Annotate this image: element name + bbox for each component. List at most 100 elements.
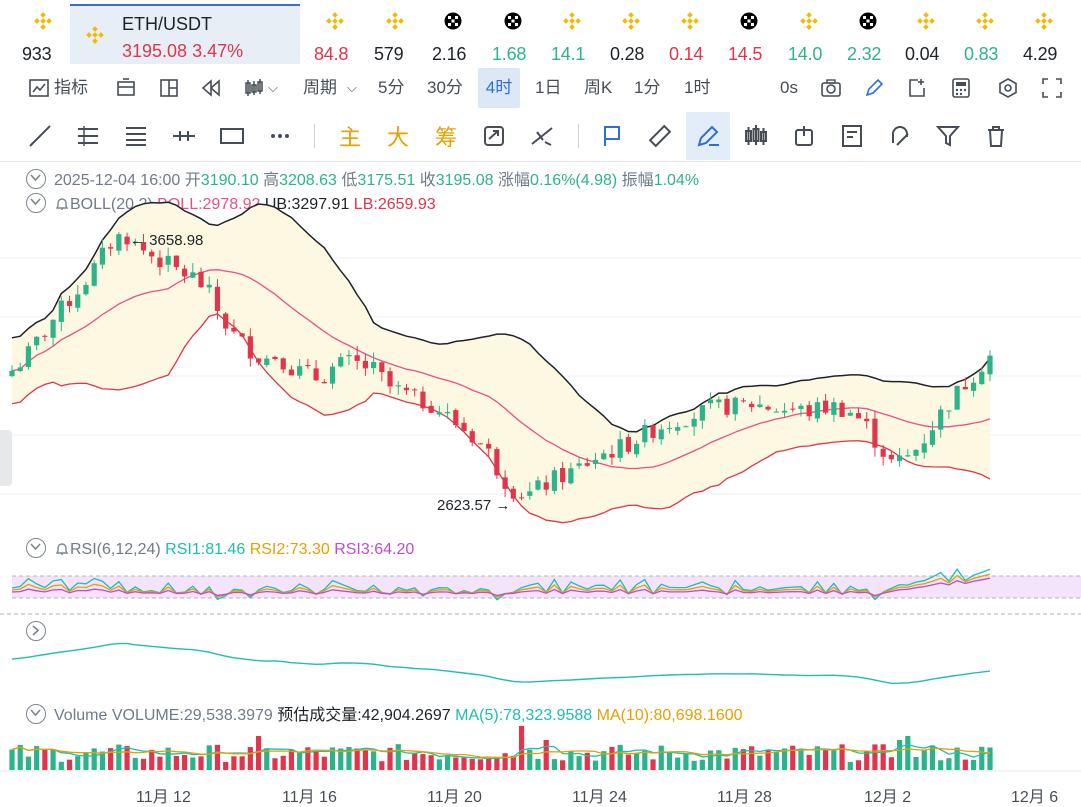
add-drawing-icon[interactable] [906, 77, 928, 99]
volume-bar [305, 747, 311, 770]
ticker-item[interactable]: 933 [22, 6, 80, 64]
ticker-item[interactable]: 0.14 [669, 6, 727, 64]
chevron-down-icon[interactable]: ⌵ [347, 80, 357, 95]
candles-tool[interactable] [734, 112, 778, 160]
price-chart[interactable]: ← 3658.98 2623.57 → [0, 160, 1081, 807]
interval-option[interactable]: 1日 [535, 78, 562, 97]
ticker-item[interactable]: 2.32 [847, 6, 905, 64]
ticker-item[interactable]: 0.28 [610, 6, 668, 64]
volume-bar [371, 751, 377, 770]
candle-body [403, 387, 410, 391]
interval-option[interactable]: 4时 [478, 68, 520, 108]
interval-option[interactable]: 30分 [427, 78, 463, 97]
candle-body [831, 402, 837, 415]
horizontal-line-tool[interactable] [162, 112, 206, 160]
ticker-item[interactable]: 4.29 [1023, 6, 1081, 64]
period-select[interactable]: 周期 [303, 78, 337, 97]
ticker-item[interactable]: 0.04 [905, 6, 963, 64]
note-tool[interactable] [830, 112, 874, 160]
collapse-icon[interactable] [26, 704, 46, 724]
candle-type-icon[interactable] [243, 77, 265, 99]
magnet-tool[interactable] [878, 112, 922, 160]
ruler-icon [648, 124, 672, 148]
big-order-button[interactable]: 大 [386, 125, 409, 150]
ticker-item[interactable]: 1.68 [492, 6, 550, 64]
fullscreen-icon[interactable] [1041, 77, 1063, 99]
volume-bar [765, 750, 771, 770]
ticker-item[interactable]: 0.83 [964, 6, 1022, 64]
indicators-button[interactable]: 指标 [54, 78, 88, 97]
delete-drawings-button[interactable] [974, 112, 1018, 160]
binance-icon [34, 12, 52, 35]
ruler-tool[interactable] [638, 112, 682, 160]
ticker-price: 14.5 [728, 44, 763, 64]
volume-bar [181, 755, 188, 770]
pen-icon [697, 125, 719, 147]
collapse-icon[interactable] [26, 169, 46, 189]
position-tool[interactable] [782, 112, 826, 160]
interval-option[interactable]: 5分 [378, 78, 405, 97]
candle-body [576, 463, 582, 466]
bell-icon[interactable] [54, 196, 70, 212]
settings-icon[interactable] [997, 77, 1019, 99]
calculator-icon[interactable] [950, 77, 972, 99]
candle-body [395, 385, 401, 387]
chevron-down-icon[interactable]: ⌵ [268, 80, 278, 95]
candle-body [568, 468, 574, 484]
candle-body [461, 422, 467, 432]
volume-bar [806, 754, 812, 770]
volume-bar [880, 744, 886, 770]
expand-icon[interactable] [26, 621, 46, 641]
candle-body [855, 413, 862, 419]
collapse-icon[interactable] [26, 193, 46, 213]
replay-icon[interactable] [200, 77, 222, 99]
channel-tool[interactable] [114, 112, 158, 160]
active-ticker[interactable]: ETH/USDT 3195.08 3.47% [70, 4, 300, 64]
rsi-info: RSI(6,12,24) RSI1:81.46 RSI2:73.30 RSI3:… [26, 538, 414, 559]
volume-bar [379, 761, 385, 770]
volume-bar [247, 747, 253, 770]
trend-line-tool[interactable] [18, 112, 62, 160]
camera-icon[interactable] [820, 77, 842, 99]
rectangle-tool[interactable] [210, 112, 254, 160]
sync-drawing-tool[interactable] [472, 112, 516, 160]
parallel-lines-tool[interactable] [66, 112, 110, 160]
candle-body [814, 402, 821, 419]
draw-icon[interactable] [863, 77, 885, 99]
layout-icon[interactable] [158, 77, 180, 99]
measure-tool[interactable] [520, 112, 564, 160]
interval-option[interactable]: 1分 [634, 78, 661, 97]
more-tools-button[interactable] [258, 112, 302, 160]
candle-body [781, 410, 788, 413]
chip-button[interactable]: 筹 [434, 125, 457, 150]
interval-option[interactable]: 周K [584, 78, 613, 97]
volume-bar [494, 757, 500, 770]
sub-pane-header [26, 621, 54, 642]
time-axis-label: 11月 16 [282, 789, 337, 806]
annotation-tool[interactable] [590, 112, 634, 160]
collapse-icon[interactable] [26, 538, 46, 558]
volume-bar [99, 751, 106, 770]
side-panel-toggle[interactable] [0, 430, 12, 486]
volume-bar [34, 746, 40, 770]
ticker-item[interactable]: 579 [374, 6, 432, 64]
brush-tool[interactable] [686, 112, 730, 160]
volume-bar [691, 760, 697, 770]
ticker-price: 2.32 [847, 44, 882, 64]
template-icon[interactable] [115, 77, 137, 99]
ticker-item[interactable]: 84.8 [314, 6, 372, 64]
interval-option[interactable]: 1时 [684, 78, 711, 97]
candle-body [560, 467, 566, 483]
high-label: 高 [263, 172, 280, 189]
ticker-item[interactable]: 14.5 [728, 6, 786, 64]
main-force-button[interactable]: 主 [338, 125, 361, 150]
ticker-item[interactable]: 14.0 [788, 6, 846, 64]
candle-body [724, 398, 730, 415]
indicator-icon[interactable] [28, 77, 50, 99]
close-value: 3195.08 [435, 172, 494, 189]
filter-tool[interactable] [926, 112, 970, 160]
ticker-item[interactable]: 14.1 [551, 6, 609, 64]
ticker-item[interactable]: 2.16 [432, 6, 490, 64]
bell-icon[interactable] [54, 541, 70, 557]
candle-body [592, 459, 599, 464]
